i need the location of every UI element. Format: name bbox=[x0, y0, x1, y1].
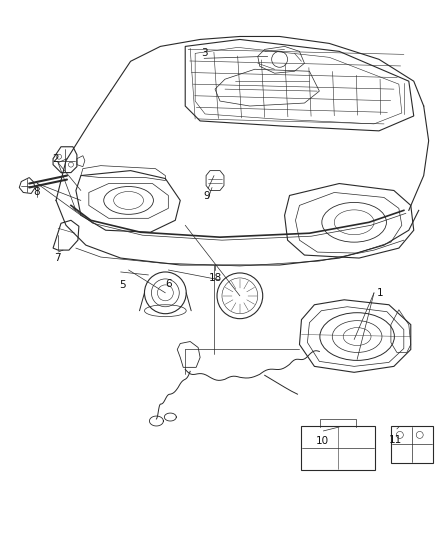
Text: 11: 11 bbox=[389, 435, 403, 445]
Text: 18: 18 bbox=[208, 273, 222, 283]
Text: 6: 6 bbox=[165, 279, 172, 289]
Text: 9: 9 bbox=[204, 191, 210, 201]
Text: 1: 1 bbox=[377, 288, 383, 298]
Text: 10: 10 bbox=[316, 436, 329, 446]
Text: 2: 2 bbox=[53, 154, 60, 164]
Text: 5: 5 bbox=[119, 280, 126, 290]
Text: 7: 7 bbox=[54, 253, 60, 263]
Text: 3: 3 bbox=[201, 49, 208, 58]
Text: 8: 8 bbox=[33, 188, 39, 197]
